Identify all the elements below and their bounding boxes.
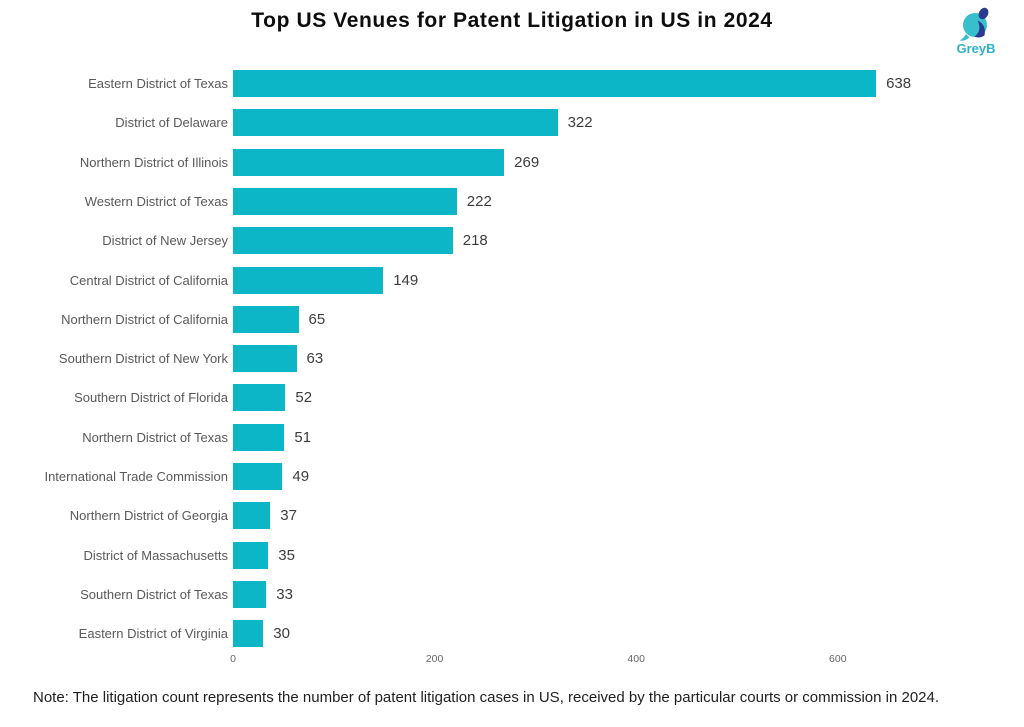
category-label: Northern District of Georgia [69,508,228,524]
category-label: International Trade Commission [44,469,228,484]
value-label: 37 [280,507,297,525]
chart-note: Note: The litigation count represents th… [33,689,940,706]
x-tick-label: 0 [230,653,236,665]
category-label: Southern District of Texas [80,586,228,602]
bar-row: Western District of Texas 222 [0,187,1024,215]
bar-row: District of Delaware 322 [0,109,1024,137]
bar [233,580,267,608]
value-label: 63 [306,350,324,368]
value-label: 35 [278,546,295,564]
greyb-logo-icon [959,7,989,41]
bar-row: Southern District of Florida 52 [0,384,1024,412]
value-label: 49 [292,468,310,485]
value-label: 33 [276,585,293,603]
bar-row: Southern District of Texas 33 [0,580,1024,608]
bar-row: Northern District of Georgia 37 [0,502,1024,530]
bar [233,187,457,215]
value-label: 149 [393,271,419,289]
category-label: Eastern District of Virginia [78,626,228,642]
bar-row: District of New Jersey 218 [0,227,1024,255]
bar [233,148,505,176]
bar [233,502,271,530]
x-axis: 0 200 400 600 [0,0,1024,665]
category-label: Northern District of Illinois [79,154,228,170]
bar-row: Northern District of California 65 [0,305,1024,333]
bar-row: District of Massachusetts 35 [0,541,1024,569]
bar [233,266,384,294]
bar [233,345,297,373]
bar-row: Eastern District of Virginia 30 [0,620,1024,648]
value-label: 322 [567,114,593,132]
bar-row: International Trade Commission 49 [0,463,1024,490]
category-label: District of Delaware [115,115,228,131]
category-label: Western District of Texas [84,193,228,209]
category-label: Northern District of California [61,311,228,327]
category-label: District of Massachusetts [83,547,229,563]
greyb-logo: GreyB [948,5,1004,56]
x-tick-label: 200 [425,653,444,665]
x-tick-label: 600 [829,653,847,665]
value-label: 52 [295,389,313,407]
bar [233,463,283,490]
bar [233,541,269,569]
bar-row: Northern District of Illinois 269 [0,148,1024,176]
bar-row: Southern District of New York 63 [0,345,1024,373]
value-label: 269 [514,153,540,171]
category-label: Southern District of New York [58,351,228,367]
bar [233,227,453,255]
bar [233,109,558,137]
bar-row: Northern District of Texas 51 [0,423,1024,451]
bar [233,70,877,97]
bar-row: Central District of California 149 [0,266,1024,294]
category-label: Northern District of Texas [82,429,228,445]
bar [233,384,286,412]
bar [233,620,264,648]
value-label: 65 [308,310,326,328]
value-label: 222 [466,192,492,210]
category-label: Southern District of Florida [74,390,228,406]
category-label: Central District of California [69,272,228,288]
value-label: 30 [273,625,290,643]
bar [233,305,299,333]
bar [233,423,285,451]
value-label: 218 [462,232,488,250]
plot-area: Eastern District of Texas 638 District of … [0,70,1024,648]
value-label: 51 [294,428,312,446]
category-label: Eastern District of Texas [88,76,228,91]
bar-row: Eastern District of Texas 638 [0,70,1024,97]
chart-title: Top US Venues for Patent Litigation in U… [251,9,773,32]
value-label: 638 [886,75,912,92]
greyb-logo-text: GreyB [956,41,996,56]
category-label: District of New Jersey [102,233,228,249]
x-tick-label: 400 [627,653,645,665]
